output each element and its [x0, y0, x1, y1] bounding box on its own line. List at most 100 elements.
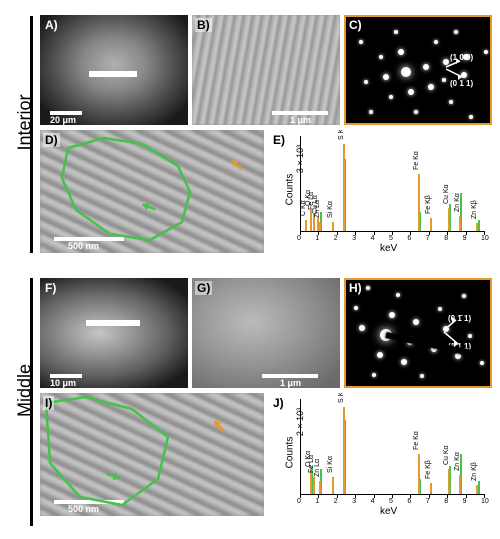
annotation-arrow: [226, 154, 248, 181]
eds-peak-label: Zn Kα: [454, 452, 461, 471]
eds-peak-label: Fe Kα: [413, 431, 420, 450]
eds-peak-main: [313, 477, 315, 494]
panel-B: 1 μm B): [192, 15, 340, 125]
diffraction-index: (1 0 0): [450, 53, 473, 62]
fib-cut-bar: [86, 320, 140, 326]
panel-I: 500 nmI): [40, 393, 264, 516]
panel-A: 20 μm A): [40, 15, 188, 125]
eds-peak-main: [430, 218, 432, 231]
panel-label: C): [347, 18, 364, 32]
x-tick: 5: [389, 498, 393, 505]
eds-peak-main: [319, 222, 321, 232]
x-tick: 9: [463, 235, 467, 242]
annotation-arrow: [138, 196, 160, 223]
x-tick: 4: [371, 498, 375, 505]
panel-C: (1 0 0) (0 1 1) C): [344, 15, 492, 125]
panel-J: 012345678910keVCounts2 × 10³O KαFe LαZn …: [268, 393, 492, 516]
annotation-arrow: [102, 465, 124, 492]
eds-peak-label: Fe Kβ: [425, 195, 432, 214]
eds-peak-main: [476, 223, 478, 231]
diffraction-index: (0 1 1): [450, 79, 473, 88]
eds-peak-main: [332, 477, 334, 494]
eds-peak-label: Si Kα: [327, 201, 334, 218]
eds-peak-main: [448, 208, 450, 231]
scale-bar-text: 10 μm: [50, 378, 76, 388]
x-tick: 2: [334, 235, 338, 242]
eds-peak-label: Cu Kα: [443, 185, 450, 205]
row-bar-interior: [30, 16, 33, 253]
scale-bar-text: 20 μm: [50, 115, 76, 125]
x-tick: 3: [352, 235, 356, 242]
panel-label: F): [43, 281, 58, 295]
y-scale: 2 × 10³: [295, 408, 305, 436]
panel-label: G): [195, 281, 212, 295]
row-bar-middle: [30, 278, 33, 526]
eds-peak-label: S Kα: [338, 130, 345, 140]
x-tick: 0: [297, 235, 301, 242]
x-tick: 0: [297, 498, 301, 505]
x-tick: 8: [444, 498, 448, 505]
eds-peak-main: [310, 471, 312, 494]
panel-label: A): [43, 18, 60, 32]
eds-peak-main: [319, 481, 321, 494]
diffraction-index: (0 1̄ 1): [448, 314, 471, 323]
eds-peak-main: [418, 174, 420, 231]
y-scale: 3 × 10³: [295, 145, 305, 173]
region-outline: [40, 393, 264, 516]
x-tick: 8: [444, 235, 448, 242]
x-tick: 4: [371, 235, 375, 242]
x-tick: 6: [407, 498, 411, 505]
eds-peak-main: [343, 144, 345, 231]
panel-H: (0 1̄ 1)(1 1 1)H): [344, 278, 492, 388]
panel-label: H): [347, 281, 364, 295]
eds-peak-main: [418, 454, 420, 494]
eds-peak-main: [343, 407, 345, 494]
x-axis-label: keV: [380, 243, 397, 253]
eds-peak-label: Zn Kα: [454, 193, 461, 212]
x-tick: 10: [481, 235, 489, 242]
x-tick: 6: [407, 235, 411, 242]
panel-label: D): [43, 133, 60, 147]
region-outline: [40, 130, 264, 253]
x-tick: 1: [315, 498, 319, 505]
panel-label: B): [195, 18, 212, 32]
x-tick: 1: [315, 235, 319, 242]
scale-bar-text: 1 μm: [290, 115, 311, 125]
eds-peak-label: S Kα: [338, 393, 345, 403]
panel-label: I): [43, 396, 54, 410]
panel-F: 10 μm F): [40, 278, 188, 388]
x-tick: 7: [426, 235, 430, 242]
eds-peak-main: [448, 469, 450, 494]
eds-peak-label: Zn Lα: [314, 199, 321, 217]
eds-peak-label: Cu Kα: [443, 446, 450, 466]
y-axis-label: Counts: [284, 173, 295, 205]
x-tick: 2: [334, 498, 338, 505]
scale-bar-text: 1 μm: [280, 378, 301, 388]
eds-peak-main: [332, 222, 334, 232]
eds-peak-label: Zn Kβ: [471, 462, 478, 481]
eds-peak-main: [459, 216, 461, 231]
annotation-arrow: [208, 415, 230, 442]
eds-peak-label: Fe Kβ: [425, 460, 432, 479]
eds-peak-main: [430, 483, 432, 494]
panel-label: J): [271, 396, 286, 410]
panel-label: E): [271, 133, 287, 147]
figure-root: Interior Middle 20 μmA)1 μmB) (1 0 0)(0 …: [0, 0, 500, 539]
eds-peak-label: Zn Lα: [314, 459, 321, 477]
fib-cut-bar: [89, 71, 137, 77]
eds-peak-label: Fe Kα: [413, 151, 420, 170]
panel-G: 1 μm G): [192, 278, 340, 388]
x-tick: 7: [426, 498, 430, 505]
eds-peak-label: Zn Kβ: [471, 201, 478, 220]
eds-peak-label: Si Kα: [327, 456, 334, 473]
x-tick: 10: [481, 498, 489, 505]
panel-D: 500 nmD): [40, 130, 264, 253]
panel-E: 012345678910keVCounts3 × 10³C KαO KαFe L…: [268, 130, 492, 253]
x-tick: 9: [463, 498, 467, 505]
eds-peak-main: [476, 485, 478, 495]
x-axis-label: keV: [380, 506, 397, 516]
x-tick: 3: [352, 498, 356, 505]
eds-peak-main: [459, 475, 461, 494]
y-axis-label: Counts: [284, 436, 295, 468]
eds-peak-main: [305, 220, 307, 231]
